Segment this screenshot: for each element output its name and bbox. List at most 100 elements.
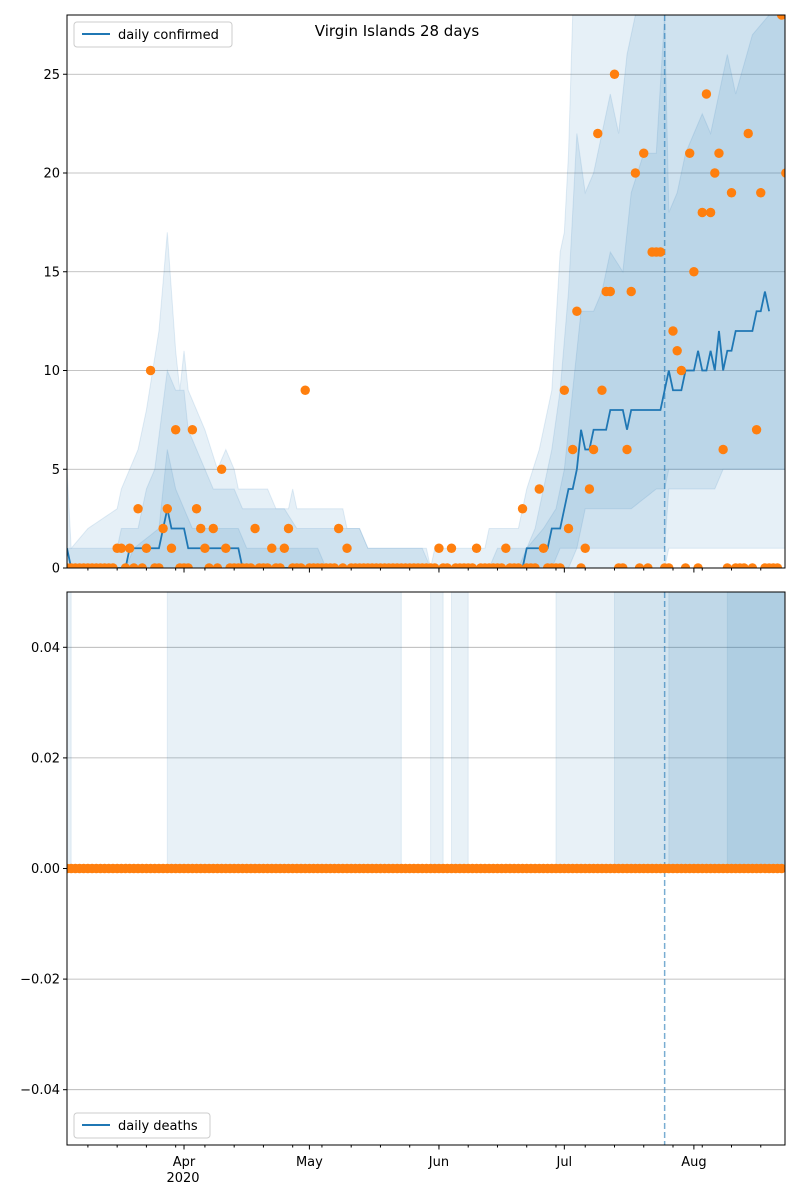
data-point <box>776 15 785 20</box>
data-point <box>196 523 206 534</box>
year-label: 2020 <box>166 1171 199 1186</box>
data-point <box>212 563 223 568</box>
data-point <box>108 563 118 568</box>
data-point <box>584 484 595 494</box>
data-point <box>697 207 707 218</box>
data-point <box>283 523 294 534</box>
plot-area <box>67 15 785 568</box>
data-point <box>605 286 616 297</box>
data-point <box>710 168 720 178</box>
y-tick-label: 0 <box>52 562 60 577</box>
data-point <box>162 504 173 514</box>
legend-confirmed: daily confirmed <box>73 21 233 48</box>
confirmed-plot: 0 5 10 15 20 25 <box>43 14 786 577</box>
data-point <box>275 563 285 568</box>
data-point <box>693 563 703 568</box>
legend-label: daily confirmed <box>118 28 219 43</box>
data-point <box>751 425 762 435</box>
data-point <box>668 326 678 336</box>
data-point <box>124 543 135 553</box>
data-point <box>630 168 641 178</box>
y-tick-label: 0.04 <box>31 641 60 656</box>
axes-frame <box>66 14 786 569</box>
data-point <box>137 563 147 568</box>
data-point <box>262 563 273 568</box>
data-point <box>676 365 687 376</box>
confidence-band-span <box>67 592 72 869</box>
data-point <box>626 286 636 297</box>
data-point <box>191 504 202 514</box>
confidence-band-span <box>430 592 444 869</box>
data-point <box>756 188 766 198</box>
data-point <box>689 267 699 277</box>
data-point <box>555 563 565 568</box>
data-point <box>580 543 590 553</box>
data-point <box>747 563 758 568</box>
data-point <box>133 504 143 514</box>
data-point <box>718 444 728 455</box>
data-point <box>772 563 783 568</box>
data-point <box>513 563 524 568</box>
data-point <box>279 543 290 553</box>
data-point <box>267 543 277 553</box>
data-point <box>634 563 645 568</box>
data-point <box>559 385 570 395</box>
data-point <box>446 543 457 553</box>
data-point <box>672 346 682 356</box>
data-point <box>166 543 177 553</box>
data-point <box>776 863 785 874</box>
data-point <box>471 543 482 553</box>
data-point <box>588 444 599 455</box>
data-point <box>129 563 139 568</box>
data-point <box>701 89 712 99</box>
data-point <box>743 128 753 139</box>
data-point <box>639 148 649 158</box>
data-point <box>333 523 344 534</box>
y-tick-label: 5 <box>52 463 60 478</box>
y-tick-label: 25 <box>43 68 60 83</box>
data-point <box>597 385 607 395</box>
data-point <box>430 563 440 568</box>
axes-frame <box>66 591 786 1146</box>
data-point <box>116 543 127 553</box>
data-point <box>145 365 156 376</box>
data-point <box>246 563 256 568</box>
data-point <box>781 168 785 178</box>
data-point <box>300 385 310 395</box>
data-point <box>501 543 511 553</box>
data-point <box>296 563 306 568</box>
data-point <box>221 543 231 553</box>
series-line-daily-confirmed <box>67 291 770 568</box>
data-point <box>141 543 152 553</box>
data-point <box>517 504 528 514</box>
plot-area <box>67 592 785 1145</box>
data-point <box>563 523 574 534</box>
y-tick-label: 20 <box>43 167 60 182</box>
y-tick-label: 15 <box>43 265 60 280</box>
data-point <box>618 563 628 568</box>
data-point <box>593 128 603 139</box>
data-point <box>609 69 620 79</box>
data-point <box>120 563 131 568</box>
data-point <box>183 563 193 568</box>
data-point <box>714 148 724 158</box>
data-point <box>250 523 260 534</box>
confidence-band-span <box>726 592 785 869</box>
data-point <box>664 563 674 568</box>
data-point <box>726 188 737 198</box>
y-tick-label: 0.02 <box>31 751 60 766</box>
chart-title: Virgin Islands 28 days <box>315 22 480 40</box>
data-point <box>622 444 632 455</box>
data-point <box>576 563 586 568</box>
x-tick-label: Jul <box>555 1155 572 1170</box>
data-point <box>204 563 214 568</box>
x-tick-label: Aug <box>681 1155 706 1170</box>
data-point <box>739 563 749 568</box>
data-point <box>467 563 478 568</box>
data-point <box>722 563 733 568</box>
data-point <box>200 543 210 553</box>
confidence-band-span <box>450 592 469 869</box>
data-point <box>685 148 695 158</box>
legend-label: daily deaths <box>118 1119 198 1134</box>
data-point <box>342 543 352 553</box>
